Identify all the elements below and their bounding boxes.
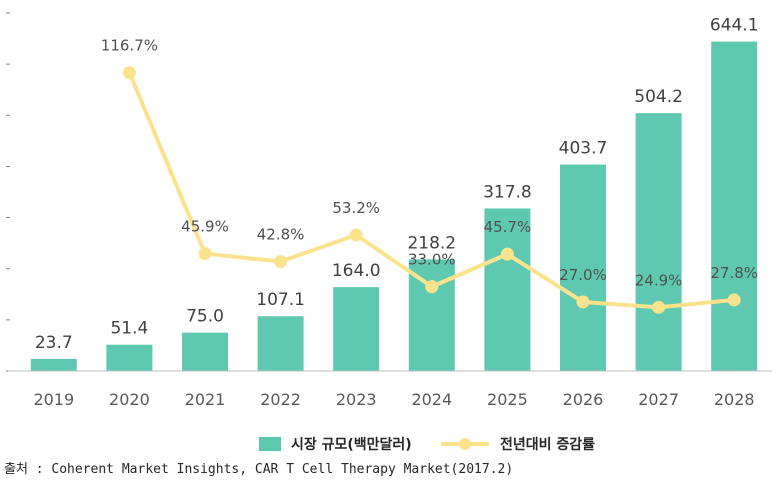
market-size-chart: 2019 2020 2021 2022 2023 2024 2025 2026 2027 2028… xyxy=(6,12,772,453)
x-tick-label: 2026 xyxy=(563,390,604,409)
growth-rate-label: 53.2% xyxy=(332,199,380,217)
x-tick-label: 2025 xyxy=(487,390,528,409)
bar-2025 xyxy=(484,208,531,371)
growth-rate-label: 45.9% xyxy=(181,218,229,236)
growth-rate-point xyxy=(122,66,136,80)
bar-value-label: 107.1 xyxy=(256,290,305,310)
bar-value-label: 317.8 xyxy=(483,182,532,202)
bar-2021 xyxy=(182,332,228,371)
growth-rate-point xyxy=(576,295,590,309)
bar-2026 xyxy=(560,164,606,371)
bar-value-label: 164.0 xyxy=(332,261,381,281)
growth-rate-label: 27.8% xyxy=(710,264,758,282)
legend-bar-swatch xyxy=(259,437,281,451)
growth-rate-point xyxy=(198,247,212,261)
x-tick-label: 2022 xyxy=(260,390,301,409)
x-tick-label: 2021 xyxy=(185,390,226,409)
legend-line-marker xyxy=(459,438,471,450)
growth-rate-label: 45.7% xyxy=(484,218,532,236)
growth-rate-point xyxy=(500,247,514,261)
source-note: 출처 : Coherent Market Insights, CAR T Cel… xyxy=(4,462,514,477)
x-axis-tick-labels: 2019 2020 2021 2022 2023 2024 2025 2026 2027 2028 xyxy=(33,390,754,409)
x-tick-label: 2028 xyxy=(714,390,755,409)
x-tick-label: 2027 xyxy=(638,390,679,409)
x-tick-label: 2023 xyxy=(336,390,377,409)
bar-2019 xyxy=(30,358,77,371)
growth-rate-point xyxy=(425,280,439,294)
growth-rate-label: 116.7% xyxy=(101,37,158,55)
bar-2023 xyxy=(333,287,380,371)
legend-line-label: 전년대비 증감률 xyxy=(500,436,595,453)
bar-value-label: 644.1 xyxy=(710,16,759,36)
bar-value-label: 23.7 xyxy=(35,333,73,353)
growth-rate-labels: 116.7% 45.9% 42.8% 53.2% 33.0% 45.7% 27.0% 24.9… xyxy=(101,37,758,290)
growth-rate-point xyxy=(274,255,288,269)
x-tick-label: 2019 xyxy=(33,390,74,409)
x-tick-label: 2020 xyxy=(109,390,150,409)
bar-2022 xyxy=(257,316,304,371)
x-tick-label: 2024 xyxy=(411,390,452,409)
growth-rate-point xyxy=(652,300,666,314)
growth-rate-label: 27.0% xyxy=(559,266,607,284)
bar-value-label: 504.2 xyxy=(634,87,683,107)
growth-rate-point xyxy=(727,293,741,307)
bar-2020 xyxy=(106,344,153,371)
bar-value-label: 75.0 xyxy=(186,307,224,327)
growth-rate-point xyxy=(349,228,363,242)
growth-rate-label: 24.9% xyxy=(635,271,683,289)
bar-value-label: 51.4 xyxy=(110,319,148,339)
legend-bar-label: 시장 규모(백만달러) xyxy=(291,436,412,453)
legend: 시장 규모(백만달러) 전년대비 증감률 xyxy=(259,436,595,453)
bar-2028 xyxy=(711,41,758,371)
y-axis-tick-marks xyxy=(6,12,10,372)
bar-value-labels: 23.7 51.4 75.0 107.1 164.0 218.2 317.8 403.7 504… xyxy=(35,16,759,353)
bar-2027 xyxy=(635,113,682,372)
bar-value-label: 403.7 xyxy=(559,139,608,159)
growth-rate-label: 33.0% xyxy=(408,251,456,269)
growth-rate-series xyxy=(122,66,741,314)
bar-value-label: 218.2 xyxy=(407,233,456,253)
growth-rate-label: 42.8% xyxy=(257,226,305,244)
